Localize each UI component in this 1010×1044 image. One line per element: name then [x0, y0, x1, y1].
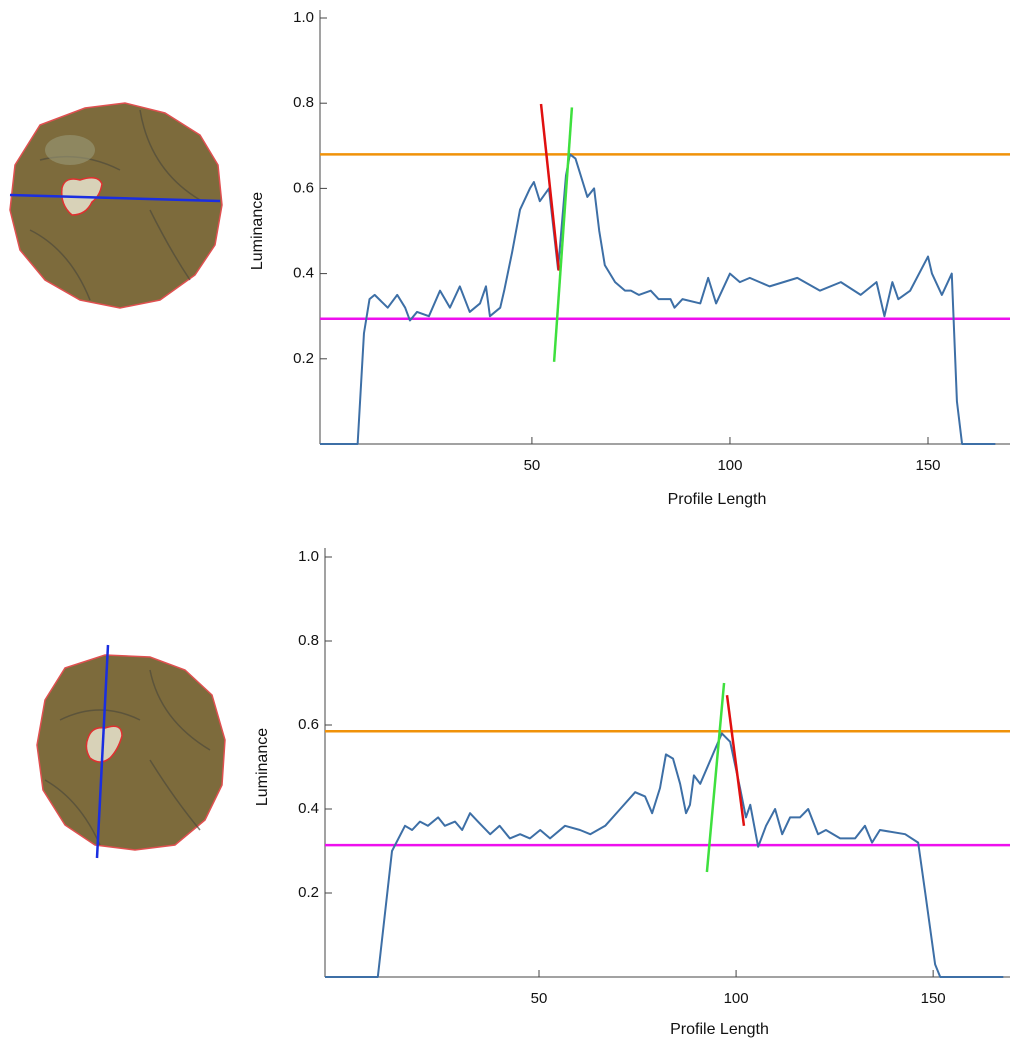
x-axis-label: Profile Length: [670, 1021, 769, 1038]
y-tick-label: 0.8: [298, 632, 319, 649]
y-tick-label: 0.2: [293, 350, 314, 367]
y-tick-label: 0.6: [293, 179, 314, 196]
y-tick-label: 0.8: [293, 94, 314, 111]
y-tick-label: 0.2: [298, 884, 319, 901]
leaf-image-bottom: [36, 644, 226, 859]
y-tick-label: 0.6: [298, 716, 319, 733]
y-tick-label: 1.0: [298, 548, 319, 565]
y-axis-label: Luminance: [249, 192, 266, 270]
slope-segment: [539, 103, 561, 271]
x-tick-label: 50: [531, 990, 548, 1007]
y-axis-label: Luminance: [254, 728, 271, 806]
x-tick-label: 150: [915, 457, 940, 474]
slope-segment: [725, 695, 746, 826]
data-line: [325, 732, 1004, 978]
x-tick-label: 50: [524, 457, 541, 474]
y-tick-label: 0.4: [293, 265, 314, 282]
y-tick-label: 1.0: [293, 9, 314, 26]
leaf-image-top: [9, 102, 223, 309]
slope-segment: [705, 682, 726, 873]
x-tick-label: 100: [717, 457, 742, 474]
slope-segment: [552, 107, 574, 362]
data-line: [320, 153, 996, 445]
x-tick-label: 100: [724, 990, 749, 1007]
x-axis-label: Profile Length: [668, 491, 767, 508]
x-tick-label: 150: [921, 990, 946, 1007]
y-tick-label: 0.4: [298, 800, 319, 817]
